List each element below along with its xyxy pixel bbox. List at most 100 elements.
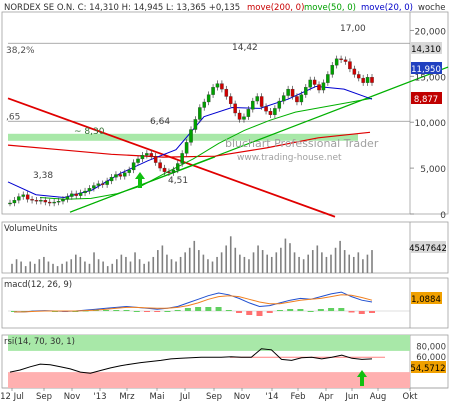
volume-value: 4547642 bbox=[409, 244, 447, 254]
rsi-oversold-band bbox=[8, 372, 410, 388]
volume-bar bbox=[343, 250, 346, 273]
candle bbox=[259, 96, 264, 107]
y-tick-label: 5,000 bbox=[420, 165, 446, 175]
volume-bar bbox=[166, 254, 168, 273]
volume-bar bbox=[38, 259, 41, 273]
y-tick-label: 20,000 bbox=[415, 27, 447, 37]
candle bbox=[264, 106, 268, 112]
volume-bar bbox=[65, 261, 68, 273]
volume-bar bbox=[88, 263, 91, 273]
candle bbox=[52, 201, 56, 204]
candle bbox=[162, 167, 167, 172]
candle bbox=[348, 61, 352, 70]
price-annotation: 4,51 bbox=[168, 176, 188, 186]
candle bbox=[56, 200, 61, 203]
macd-histogram-bar bbox=[358, 311, 365, 314]
volume-bar bbox=[157, 250, 159, 273]
macd-histogram-bar bbox=[317, 309, 324, 311]
candle bbox=[184, 142, 189, 154]
macd-histogram-bar bbox=[164, 311, 171, 312]
volume-bar bbox=[106, 266, 109, 273]
volume-bar bbox=[216, 256, 218, 273]
volume-bar bbox=[239, 254, 241, 273]
candle bbox=[237, 112, 242, 120]
rsi-tick-label: 80,000 bbox=[416, 343, 446, 353]
candle bbox=[70, 193, 74, 197]
volume-bar bbox=[120, 254, 123, 273]
macd-histogram-bar bbox=[143, 311, 150, 312]
macd-title: macd(12, 26, 9) bbox=[4, 280, 72, 290]
volume-bar bbox=[188, 247, 191, 273]
volume-bar bbox=[225, 245, 227, 273]
macd-histogram-bar bbox=[256, 311, 263, 316]
volume-bar bbox=[56, 266, 59, 273]
volume-bar bbox=[74, 254, 77, 273]
candle bbox=[352, 68, 357, 75]
candle bbox=[17, 196, 21, 201]
panel-frame bbox=[1, 277, 449, 329]
x-tick-label: Mai bbox=[150, 392, 165, 402]
x-tick-label: Sep bbox=[36, 392, 52, 402]
x-tick-label: Jun bbox=[344, 392, 358, 402]
candle bbox=[339, 58, 343, 60]
volume-bar bbox=[152, 256, 155, 273]
volume-bar bbox=[211, 261, 214, 273]
macd-histogram-bar bbox=[174, 310, 181, 311]
macd-value: 1,0884 bbox=[411, 295, 441, 305]
x-tick-label: Aug bbox=[370, 392, 387, 402]
volume-bar bbox=[321, 252, 323, 273]
candle bbox=[180, 153, 184, 164]
candle bbox=[334, 58, 339, 66]
volume-bar bbox=[229, 236, 232, 273]
candle bbox=[39, 200, 43, 202]
volume-title: VolumeUnits bbox=[4, 224, 58, 234]
candle bbox=[326, 74, 330, 83]
macd-histogram-bar bbox=[297, 309, 304, 311]
volume-bar bbox=[334, 247, 337, 273]
candle bbox=[299, 94, 304, 103]
volume-bar bbox=[138, 259, 141, 273]
volume-bar bbox=[79, 256, 82, 273]
macd-histogram-bar bbox=[215, 307, 222, 311]
x-tick-label: Nov bbox=[64, 392, 81, 402]
macd-histogram-bar bbox=[369, 311, 375, 313]
y-tick-label: 10,000 bbox=[415, 119, 447, 129]
volume-bar bbox=[93, 252, 95, 273]
macd-histogram-bar bbox=[123, 310, 130, 311]
candle bbox=[211, 87, 215, 95]
macd-histogram-bar bbox=[184, 308, 191, 311]
candle bbox=[87, 188, 92, 192]
candle bbox=[330, 65, 335, 75]
volume-bar bbox=[243, 256, 246, 273]
candle bbox=[100, 183, 105, 185]
buy-arrow-rsi bbox=[357, 370, 367, 386]
volume-bar bbox=[47, 261, 50, 273]
candle bbox=[277, 100, 282, 109]
volume-bar bbox=[147, 261, 150, 273]
volume-bar bbox=[198, 250, 200, 273]
macd-histogram-bar bbox=[225, 310, 232, 311]
volume-bar bbox=[29, 261, 32, 273]
volume-bar bbox=[302, 259, 305, 273]
volume-bar bbox=[170, 259, 173, 273]
volume-bar bbox=[366, 254, 369, 273]
x-tick-label: Okt bbox=[403, 392, 419, 402]
volume-bar bbox=[316, 245, 319, 273]
x-tick-label: Sep bbox=[206, 392, 222, 402]
candle bbox=[290, 88, 295, 97]
volume-bar bbox=[24, 266, 27, 273]
candle bbox=[47, 201, 52, 204]
volume-bar bbox=[339, 240, 341, 273]
candle bbox=[153, 156, 158, 163]
volume-bar bbox=[330, 254, 332, 273]
macd-histogram-bar bbox=[338, 308, 345, 311]
x-tick-label: 12 Jul bbox=[0, 392, 24, 402]
candle bbox=[251, 100, 255, 110]
candle bbox=[65, 196, 70, 200]
candle bbox=[74, 193, 78, 196]
volume-value-box bbox=[411, 241, 446, 253]
candle bbox=[312, 79, 317, 85]
rsi-title: rsi(14, 70, 30, 1) bbox=[4, 337, 75, 347]
volume-bar bbox=[371, 250, 373, 273]
